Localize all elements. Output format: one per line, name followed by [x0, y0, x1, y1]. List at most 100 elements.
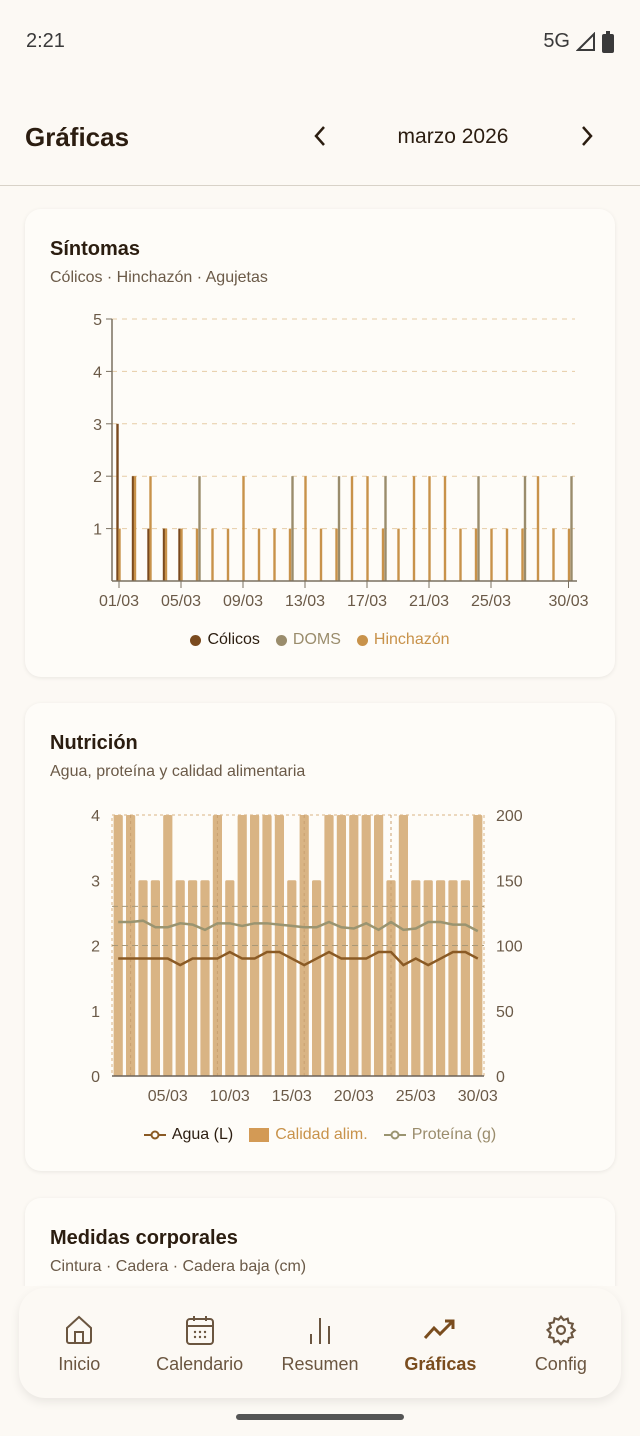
symptoms-legend: Cólicos DOMS Hinchazón: [25, 631, 615, 649]
card-subtitle: Cólicos · Hinchazón · Agujetas: [50, 269, 268, 286]
bar-hinchazón: [350, 476, 354, 581]
y-tick-label: 3: [93, 417, 102, 434]
x-tick-label: 01/03: [99, 593, 139, 610]
y-right-tick-label: 50: [496, 1004, 514, 1021]
x-tick-label: 13/03: [285, 593, 325, 610]
bar-doms: [337, 476, 341, 581]
bar-hinchazón: [567, 528, 571, 581]
bar-cólicos: [178, 528, 181, 581]
bar-hinchazón: [335, 528, 338, 581]
bar-hinchazón: [552, 528, 555, 581]
y-right-tick-label: 100: [496, 939, 523, 956]
bar-doms: [570, 476, 573, 581]
quality-bar: [138, 880, 148, 1076]
next-month-button[interactable]: [572, 124, 602, 155]
nutrition-card: Nutrición Agua, proteína y calidad alime…: [25, 703, 615, 1171]
card-title: Medidas corporales: [50, 1227, 238, 1249]
quality-bar: [411, 880, 421, 1076]
x-tick-label: 05/03: [148, 1088, 188, 1105]
nav-calendario[interactable]: Calendario: [139, 1288, 259, 1398]
legend-agua: Agua (L): [143, 1126, 233, 1144]
x-tick-label: 21/03: [409, 593, 449, 610]
nav-inicio[interactable]: Inicio: [19, 1288, 139, 1398]
page-title: Gráficas: [25, 122, 130, 152]
quality-bar: [200, 880, 210, 1076]
bar-hinchazón: [428, 476, 431, 581]
bar-doms: [384, 476, 387, 581]
nav-label: Resumen: [281, 1354, 359, 1374]
x-tick-label: 30/03: [458, 1088, 498, 1105]
nav-label: Calendario: [156, 1354, 244, 1374]
x-tick-label: 25/03: [396, 1088, 436, 1105]
y-left-tick-label: 1: [91, 1004, 100, 1021]
protein-line: [118, 919, 479, 933]
prev-month-button[interactable]: [305, 124, 335, 155]
bar-hinchazón: [242, 476, 245, 581]
y-right-tick-label: 200: [496, 808, 523, 825]
quality-bar: [448, 880, 458, 1076]
bar-cólicos: [162, 528, 166, 581]
bar-doms: [523, 476, 527, 581]
nav-config[interactable]: Config: [501, 1288, 621, 1398]
y-tick-label: 5: [93, 312, 102, 329]
nav-graficas[interactable]: Gráficas: [380, 1288, 500, 1398]
bar-hinchazón: [149, 476, 152, 581]
water-line: [118, 950, 479, 967]
symptoms-chart: 1 2 3 4 5 01/03 05/03 09/03 13/03 17/03 21/03 25/03…: [93, 312, 589, 610]
quality-bar: [312, 880, 322, 1076]
bar-hinchazón: [381, 528, 385, 581]
current-month: marzo 2026: [397, 125, 509, 148]
y-tick-label: 1: [93, 522, 102, 539]
network-label: 5G: [543, 30, 570, 52]
quality-bar: [274, 815, 284, 1076]
y-tick-label: 4: [93, 364, 102, 381]
nutrition-legend: Agua (L) Calidad alim. Proteína (g): [25, 1126, 615, 1144]
legend-doms: DOMS: [275, 631, 341, 649]
bar-cólicos: [147, 528, 150, 581]
bar-hinchazón: [412, 476, 416, 581]
gear-icon: [545, 1314, 577, 1346]
bar-hinchazón: [211, 528, 214, 581]
bar-hinchazón: [474, 528, 478, 581]
bar-hinchazón: [505, 528, 509, 581]
quality-bar: [336, 815, 346, 1076]
x-tick-label: 05/03: [161, 593, 201, 610]
bar-hinchazón: [443, 476, 447, 581]
status-time: 2:21: [26, 30, 65, 52]
symptoms-card: Síntomas Cólicos · Hinchazón · Agujetas …: [25, 209, 615, 677]
nav-label: Config: [534, 1354, 587, 1374]
quality-bar: [225, 880, 235, 1076]
bar-hinchazón: [273, 528, 276, 581]
bar-hinchazón: [195, 528, 199, 581]
y-right-tick-label: 150: [496, 873, 523, 890]
quality-bar: [436, 880, 446, 1076]
nutrition-chart: 0 1 2 3 4 0 50 100 150 200 05/03 10/03 15/03 20/03 25/…: [91, 808, 523, 1105]
x-tick-label: 15/03: [272, 1088, 312, 1105]
status-bar: 2:21 5G: [0, 0, 640, 80]
x-tick-label: 10/03: [210, 1088, 250, 1105]
bar-cólicos: [116, 423, 119, 581]
quality-bar: [113, 815, 123, 1076]
quality-bar: [460, 880, 470, 1076]
x-tick-label: 09/03: [223, 593, 263, 610]
y-left-tick-label: 2: [91, 939, 100, 956]
card-subtitle: Cintura · Cadera · Cadera baja (cm): [50, 1258, 307, 1275]
home-icon: [66, 1315, 93, 1344]
chevron-left-icon: [314, 126, 325, 146]
legend-calidad: Calidad alim.: [249, 1126, 368, 1144]
quality-bar: [374, 815, 384, 1076]
bar-hinchazón: [288, 528, 292, 581]
bar-hinchazón: [490, 528, 493, 581]
card-title: Síntomas: [50, 238, 141, 260]
y-left-tick-label: 4: [91, 808, 100, 825]
bar-hinchazón: [180, 528, 183, 581]
quality-bar: [126, 815, 136, 1076]
signal-icon: [576, 31, 595, 51]
quality-bar: [188, 880, 198, 1076]
bar-hinchazón: [459, 528, 462, 581]
bar-doms: [198, 476, 201, 581]
y-left-tick-label: 3: [91, 873, 100, 890]
nav-resumen[interactable]: Resumen: [260, 1288, 380, 1398]
bottom-navigation: Inicio Calendario Resumen Gráficas Confi…: [19, 1288, 621, 1398]
battery-icon: [602, 30, 614, 53]
